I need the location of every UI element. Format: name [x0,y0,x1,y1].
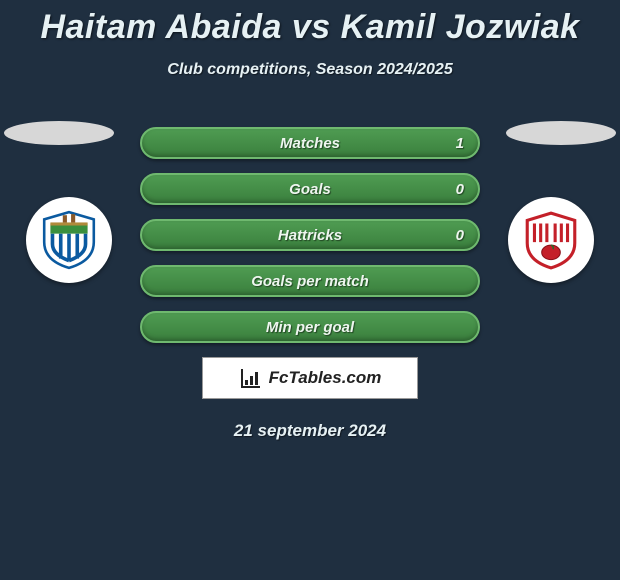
stat-row-min-per-goal: Min per goal [140,311,480,343]
chart-icon [239,366,263,390]
stat-right-value: 0 [456,227,464,244]
granada-crest-icon [520,209,582,271]
subtitle: Club competitions, Season 2024/2025 [0,61,620,79]
player-right-placeholder-oval [506,121,616,145]
brand-badge[interactable]: FcTables.com [202,357,418,399]
stat-right-value: 1 [456,135,464,152]
stat-right-value: 0 [456,181,464,198]
comparison-container: Matches 1 Goals 0 Hattricks 0 Goals per … [0,127,620,441]
club-crest-left [26,197,112,283]
malaga-crest-icon [38,209,100,271]
page-title: Haitam Abaida vs Kamil Jozwiak [0,0,620,47]
stat-row-goals: Goals 0 [140,173,480,205]
stat-label: Matches [280,135,340,152]
stats-rows: Matches 1 Goals 0 Hattricks 0 Goals per … [140,127,480,343]
stat-label: Goals [289,181,331,198]
stat-row-matches: Matches 1 [140,127,480,159]
player-left-placeholder-oval [4,121,114,145]
snapshot-date: 21 september 2024 [0,421,620,441]
stat-label: Goals per match [251,273,369,290]
stat-row-goals-per-match: Goals per match [140,265,480,297]
brand-label: FcTables.com [269,368,382,388]
stat-label: Min per goal [266,319,354,336]
club-crest-right [508,197,594,283]
stat-row-hattricks: Hattricks 0 [140,219,480,251]
stat-label: Hattricks [278,227,342,244]
